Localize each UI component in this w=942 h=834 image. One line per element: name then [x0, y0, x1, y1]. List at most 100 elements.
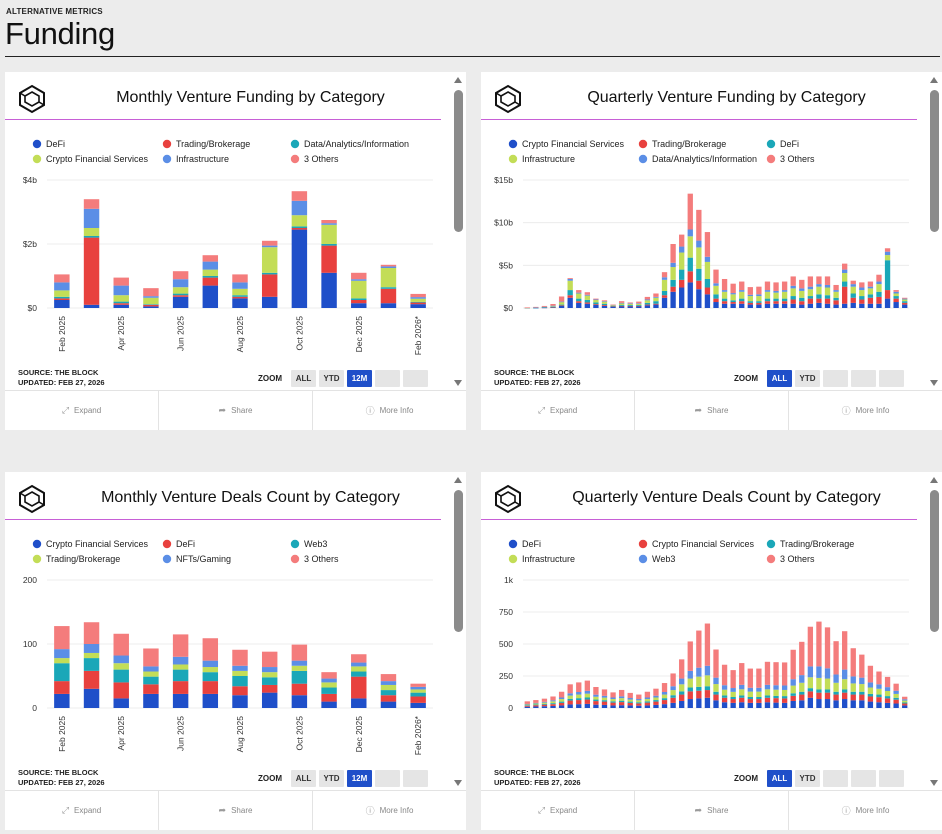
bar-segment	[807, 691, 814, 698]
zoom-blank-button[interactable]	[403, 770, 428, 787]
bar-segment	[202, 285, 219, 308]
bar-segment	[850, 648, 856, 677]
share-button[interactable]: ➦ Share	[159, 391, 313, 430]
more-info-button[interactable]: ⓘ More Info	[313, 791, 466, 830]
bar-segment	[713, 298, 719, 303]
scroll-up-icon[interactable]	[454, 477, 462, 483]
expand-button[interactable]: ⤢ Expand	[481, 391, 635, 430]
bar-segment	[799, 301, 805, 305]
bar-segment	[618, 302, 625, 304]
bar-segment	[842, 692, 848, 700]
bar-segment	[83, 658, 100, 671]
bar-segment	[696, 289, 702, 308]
bar-segment	[713, 283, 719, 286]
scroll-up-icon[interactable]	[930, 77, 938, 83]
bar-segment	[321, 245, 337, 273]
expand-button[interactable]: ⤢ Expand	[5, 791, 159, 830]
scroll-thumb[interactable]	[930, 90, 939, 232]
y-tick-label: $5b	[499, 260, 513, 270]
bar-segment	[644, 691, 651, 698]
y-tick-label: 250	[499, 671, 513, 681]
more-info-button[interactable]: ⓘ More Info	[789, 791, 942, 830]
bar-segment	[54, 626, 70, 650]
bar-segment	[876, 291, 882, 297]
scroll-up-icon[interactable]	[454, 77, 462, 83]
bar-segment	[833, 304, 839, 308]
bar-segment	[824, 627, 831, 669]
zoom-blank-button[interactable]	[823, 370, 848, 387]
scrollbar[interactable]	[928, 472, 942, 790]
zoom-all-button[interactable]: ALL	[291, 370, 316, 387]
zoom-blank-button[interactable]	[879, 770, 904, 787]
bar-segment	[593, 704, 599, 708]
bar-segment	[202, 693, 219, 708]
scroll-thumb[interactable]	[454, 90, 463, 232]
zoom-blank-button[interactable]	[851, 370, 876, 387]
bar-segment	[721, 301, 728, 304]
share-label: Share	[707, 406, 729, 415]
bar-segment	[533, 706, 539, 708]
bar-segment	[842, 281, 848, 287]
bar-segment	[816, 302, 822, 308]
scroll-down-icon[interactable]	[930, 380, 938, 386]
bar-segment	[850, 691, 856, 695]
more-info-button[interactable]: ⓘ More Info	[789, 391, 942, 430]
scroll-up-icon[interactable]	[930, 477, 938, 483]
zoom-ytd-button[interactable]: YTD	[319, 770, 344, 787]
zoom-ytd-button[interactable]: YTD	[319, 370, 344, 387]
expand-button[interactable]: ⤢ Expand	[5, 391, 159, 430]
zoom-blank-button[interactable]	[375, 770, 400, 787]
zoom-all-button[interactable]: ALL	[767, 770, 792, 787]
share-button[interactable]: ➦ Share	[635, 791, 789, 830]
bar-segment	[410, 683, 426, 687]
scrollbar[interactable]	[452, 72, 466, 390]
bar-segment	[567, 280, 573, 291]
zoom-12m-button[interactable]: 12M	[347, 770, 372, 787]
zoom-ytd-button[interactable]: YTD	[795, 370, 820, 387]
bar-segment	[661, 295, 668, 298]
bar-segment	[850, 286, 856, 294]
bar-segment	[807, 296, 814, 299]
bar-segment	[687, 193, 693, 230]
bar-segment	[679, 252, 685, 270]
zoom-blank-button[interactable]	[375, 370, 400, 387]
zoom-blank-button[interactable]	[879, 370, 904, 387]
scroll-down-icon[interactable]	[454, 780, 462, 786]
bar-segment	[687, 678, 693, 688]
legend-label: 3 Others	[780, 154, 815, 164]
share-button[interactable]: ➦ Share	[159, 791, 313, 830]
scrollbar[interactable]	[928, 72, 942, 390]
zoom-all-button[interactable]: ALL	[291, 770, 316, 787]
zoom-blank-button[interactable]	[823, 770, 848, 787]
share-button[interactable]: ➦ Share	[635, 391, 789, 430]
scroll-down-icon[interactable]	[930, 780, 938, 786]
legend-marker	[162, 554, 172, 564]
zoom-blank-button[interactable]	[851, 770, 876, 787]
bar-segment	[576, 694, 582, 699]
legend-label: 3 Others	[780, 554, 815, 564]
bar-segment	[636, 702, 642, 704]
bar-segment	[893, 683, 899, 691]
bar-segment	[601, 300, 608, 302]
bar-segment	[143, 693, 159, 708]
scroll-down-icon[interactable]	[454, 380, 462, 386]
zoom-blank-button[interactable]	[403, 370, 428, 387]
bar-segment	[380, 684, 397, 691]
scroll-thumb[interactable]	[454, 490, 463, 632]
bar-segment	[842, 679, 848, 690]
bar-segment	[143, 288, 159, 297]
bar-segment	[550, 307, 556, 308]
zoom-all-button[interactable]: ALL	[767, 370, 792, 387]
title-divider	[481, 119, 917, 120]
more-info-button[interactable]: ⓘ More Info	[313, 391, 466, 430]
bar-segment	[351, 280, 367, 299]
zoom-12m-button[interactable]: 12M	[347, 370, 372, 387]
legend-label: Crypto Financial Services	[652, 539, 755, 549]
zoom-ytd-button[interactable]: YTD	[795, 770, 820, 787]
scrollbar[interactable]	[452, 472, 466, 790]
bar-segment	[833, 291, 839, 298]
bar-segment	[799, 288, 805, 291]
bar-segment	[859, 299, 865, 304]
scroll-thumb[interactable]	[930, 490, 939, 632]
expand-button[interactable]: ⤢ Expand	[481, 791, 635, 830]
